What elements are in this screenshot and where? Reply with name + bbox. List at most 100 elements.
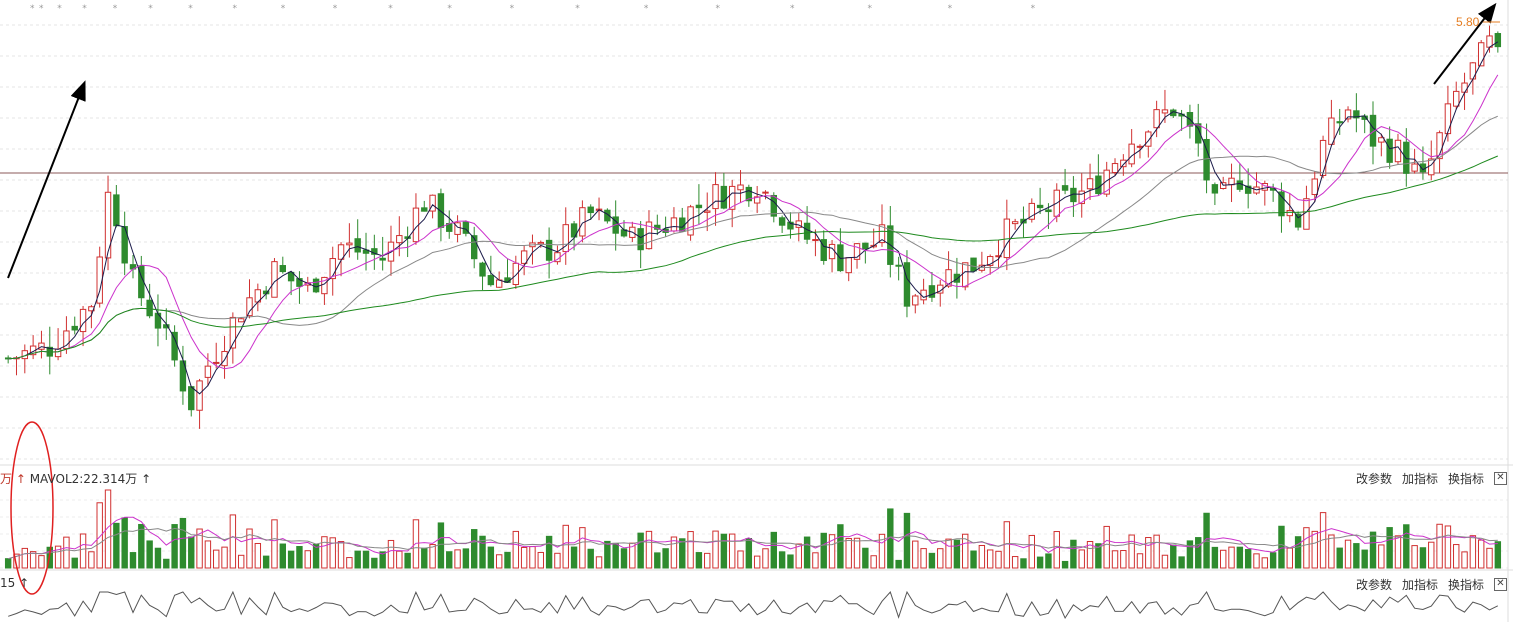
volume-bar [520,547,528,569]
volume-bar [1061,560,1069,569]
volume-bar [529,546,536,569]
candle-body [820,239,827,261]
event-marker: * [113,4,118,14]
volume-bar [1136,553,1144,569]
volume-bar [812,552,819,569]
change-params-button[interactable]: 改参数 [1355,472,1392,486]
volume-bar [1444,525,1452,569]
candle-body [1136,145,1144,148]
volume-bar [429,544,436,569]
candle-body [995,255,1002,258]
volume-bar [762,548,769,569]
volume-bar [704,552,711,569]
switch-indicator-button[interactable]: 换指标 [1447,578,1484,592]
candle-body [1286,210,1293,217]
close-icon[interactable]: ✕ [1494,578,1507,591]
candle-body [1336,121,1343,124]
candle-body [1278,191,1285,217]
indicator-label: 15 ↑ [0,576,29,590]
volume-bar [1477,539,1485,569]
candle-body [1028,202,1035,220]
event-marker: * [82,4,87,14]
candle-body [637,228,644,251]
volume-bar [237,554,245,569]
volume-bar [654,552,661,569]
volume-bar [1261,557,1269,569]
volume-bar [962,533,969,569]
volume-bar [96,502,103,569]
change-params-button[interactable]: 改参数 [1355,578,1392,592]
volume-bar [562,524,569,569]
event-marker: * [232,4,237,14]
candle-body [895,264,902,267]
candle-body [1228,177,1235,186]
volume-bar [512,530,520,569]
candle-body [903,262,911,307]
candle-body [229,316,237,349]
event-marker: * [790,4,795,14]
switch-indicator-button[interactable]: 换指标 [1447,472,1484,486]
candle-body [1444,103,1452,135]
volume-bar [1419,547,1427,569]
volume-bar [978,544,986,569]
candle-body [745,186,753,202]
volume-bar [113,522,120,569]
candle-body [928,285,936,298]
candle-body [312,278,320,293]
add-indicator-button[interactable]: 加指标 [1401,578,1438,592]
candle-body [337,244,345,260]
volume-bar [204,540,212,569]
add-indicator-button[interactable]: 加指标 [1401,472,1438,486]
volume-bar [254,542,262,569]
event-marker: * [388,4,393,14]
close-icon[interactable]: ✕ [1494,472,1507,485]
candle-body [853,243,861,260]
volume-bar [620,548,628,569]
volume-bar [1469,535,1477,569]
trend-arrow [1433,2,1497,85]
candle-body [1120,159,1127,168]
volume-bar [154,547,162,569]
volume-bar [953,539,961,569]
candle-body [1319,139,1327,176]
volume-bar [1011,556,1019,569]
volume-bar [279,543,286,569]
volume-bar [1294,536,1302,569]
volume-bar [745,537,753,569]
volume-ma-line [8,516,1498,560]
volume-bar [1486,547,1493,569]
candle-body [1128,143,1135,165]
candle-body [1294,213,1302,228]
volume-bar [163,558,170,569]
candle-body [878,224,886,244]
volume-bar [853,537,861,569]
volume-bar [129,552,137,569]
volume-bar [1036,556,1044,569]
volume-bar [1111,550,1119,569]
volume-bar [262,555,270,569]
volume-bar [171,524,178,569]
volume-bar [770,531,778,569]
volume-bar [862,547,869,569]
volume-bar [337,541,345,569]
volume-bar [1428,541,1435,569]
volume-bar [1253,553,1260,569]
candle-body [1269,187,1277,191]
trend-arrow [7,80,86,279]
moving-average-line [8,115,1498,360]
volume-bar [970,550,977,569]
candle-body [296,278,303,287]
volume-bar [1070,539,1077,569]
volume-bar [437,522,445,569]
candle-body [1203,138,1210,181]
volume-bar [71,557,78,569]
volume-bar [878,533,886,569]
candle-body [737,184,744,191]
candle-body [54,348,62,358]
volume-bar [1153,534,1160,569]
moving-average-line [8,41,1499,395]
candle-body [1261,183,1269,191]
candle-body [762,191,769,194]
volume-bar [304,550,311,569]
volume-bar [487,546,495,569]
